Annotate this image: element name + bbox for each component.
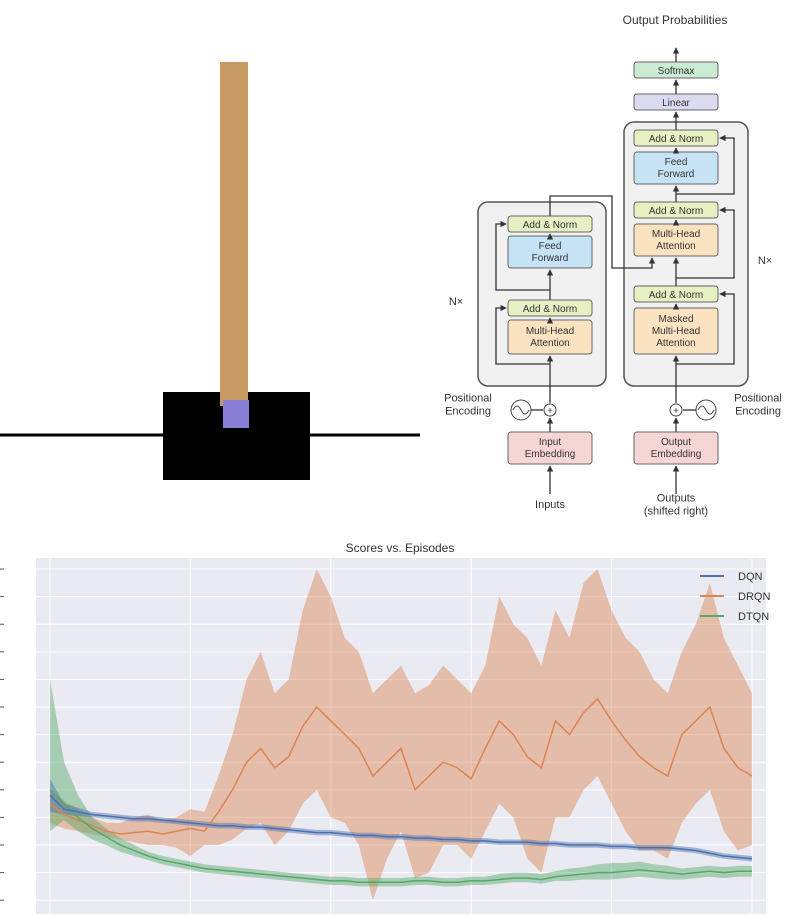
positional-left-label: Positional Encoding: [444, 392, 492, 417]
encoder-nx-label: N×: [449, 296, 463, 308]
decoder-add-norm-mid-label: Add & Norm: [649, 206, 703, 217]
encoder-mha-label: Multi-Head Attention: [526, 326, 574, 349]
output-embedding-label-line: Embedding: [651, 449, 702, 460]
line-dqn: [49, 794, 753, 860]
input-embedding-label-line: Input: [539, 437, 561, 448]
decoder-masked-mha-label-line: Attention: [656, 338, 695, 349]
positional-right-label-line: Encoding: [735, 406, 781, 418]
enc-residual-2: [495, 220, 550, 291]
encoder-add-norm-top-label: Add & Norm: [523, 220, 577, 231]
positional-left-label-line: Positional: [444, 392, 492, 404]
output-probabilities-line1: Output Probabilities: [623, 13, 728, 27]
line-dtqn: [49, 789, 752, 884]
decoder-feed-forward-label-line: Forward: [658, 169, 695, 180]
legend-label-dqn: DQN: [738, 571, 763, 583]
outputs-label-line: (shifted right): [644, 506, 708, 518]
sine-wave-left-icon: [512, 405, 530, 415]
legend: DQN DRQN DTQN: [700, 571, 770, 623]
legend-label-drqn: DRQN: [738, 591, 770, 603]
add-right-icon: [669, 403, 683, 417]
legend-label-dtqn: DTQN: [738, 611, 769, 623]
decoder-nx-label: N×: [758, 255, 772, 267]
softmax-label: Softmax: [658, 66, 695, 77]
dec-residual-1: [676, 290, 735, 365]
sine-wave-right-icon: [697, 405, 715, 415]
grid-lines: [36, 558, 766, 914]
output-probabilities-label: Output Probabilities: [623, 13, 728, 27]
plus-right-glyph: +: [673, 406, 679, 417]
decoder-feed-forward-label: Feed Forward: [658, 157, 695, 180]
cartpole-scene: [0, 62, 420, 480]
encoder-mha-label-line: Attention: [530, 338, 569, 349]
y-ticks: [0, 568, 4, 901]
add-left-icon: [543, 403, 557, 417]
band-dqn: [50, 778, 752, 862]
connection-arrows: [495, 47, 735, 494]
output-embedding-label: Output Embedding: [651, 437, 702, 460]
encoder-mha-label-line: Multi-Head: [526, 326, 574, 337]
confidence-bands: [50, 569, 752, 901]
decoder-mha-label-line: Multi-Head: [652, 229, 700, 240]
decoder-masked-mha-label: Masked Multi-Head Attention: [652, 314, 700, 349]
encoder-add-norm-bottom-label: Add & Norm: [523, 304, 577, 315]
pole-axle: [223, 400, 249, 428]
series-lines: [49, 697, 753, 884]
decoder-mha-label: Multi-Head Attention: [652, 229, 700, 252]
decoder-add-norm-top-label: Add & Norm: [649, 134, 703, 145]
line-drqn: [49, 697, 753, 835]
dec-residual-2: [676, 206, 735, 279]
plus-left-glyph: +: [547, 406, 553, 417]
decoder-add-norm-bottom-label: Add & Norm: [649, 290, 703, 301]
positional-right-label: Positional Encoding: [734, 392, 782, 417]
plot-background: [36, 558, 766, 914]
decoder-mha-label-line: Attention: [656, 241, 695, 252]
transformer-diagram: Output Probabilities Softmax Linear Add …: [444, 13, 782, 518]
encoder-feed-forward-label: Feed Forward: [532, 241, 569, 264]
output-embedding-label-line: Output: [661, 437, 691, 448]
encoder-feed-forward-label-line: Feed: [539, 241, 562, 252]
encoder-feed-forward-label-line: Forward: [532, 253, 569, 264]
decoder-feed-forward-label-line: Feed: [665, 157, 688, 168]
encoder-to-decoder-path: [549, 195, 656, 269]
input-embedding-label: Input Embedding: [525, 437, 576, 460]
enc-residual-1: [495, 304, 550, 365]
chart-title: Scores vs. Episodes: [346, 541, 455, 555]
scores-chart: Scores vs. Episodes DQN DRQN DTQN: [0, 541, 770, 914]
band-drqn: [50, 569, 752, 901]
outputs-label: Outputs (shifted right): [644, 492, 708, 517]
inputs-label: Inputs: [535, 499, 565, 511]
input-embedding-label-line: Embedding: [525, 449, 576, 460]
decoder-masked-mha-label-line: Masked: [658, 314, 693, 325]
decoder-masked-mha-label-line: Multi-Head: [652, 326, 700, 337]
dec-residual-3: [676, 134, 735, 195]
pole: [220, 62, 248, 406]
positional-right-label-line: Positional: [734, 392, 782, 404]
outputs-label-line: Outputs: [657, 492, 696, 504]
linear-label: Linear: [662, 98, 690, 109]
positional-left-label-line: Encoding: [445, 406, 491, 418]
